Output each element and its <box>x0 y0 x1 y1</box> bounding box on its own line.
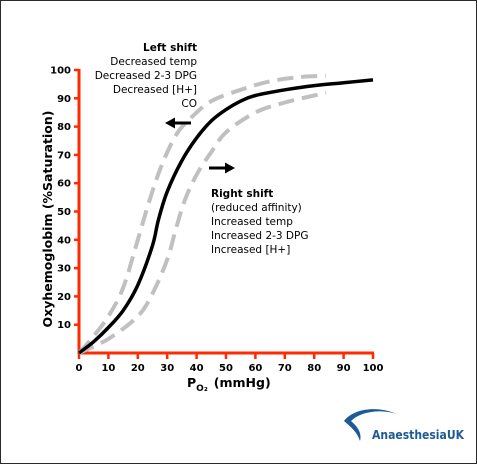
normal-curve <box>77 78 374 355</box>
shifted-curve-1 <box>77 73 327 355</box>
y-tick-label: 40 <box>57 235 71 246</box>
right-shift-title: Right shift <box>211 188 273 200</box>
y-tick-labels: 10 20 30 40 50 60 70 80 90 100 <box>50 66 71 332</box>
y-tick-label: 90 <box>57 94 71 105</box>
left-shift-annotation: Left shift Decreased temp Decreased 2-3 … <box>95 42 198 110</box>
right-arrow-icon <box>209 162 235 174</box>
logo-text-main: Anaesthesia <box>372 427 447 442</box>
y-tick-label: 10 <box>57 320 71 331</box>
y-tick-label: 30 <box>57 264 71 275</box>
curves <box>77 73 374 355</box>
y-tick-label: 20 <box>57 292 71 303</box>
x-axis-label-main: P <box>187 375 196 390</box>
x-tick-label: 10 <box>101 363 115 374</box>
left-shift-title: Left shift <box>143 42 197 54</box>
x-tick-label: 90 <box>337 363 351 374</box>
x-tick-label: 0 <box>76 363 83 374</box>
x-tick-label: 70 <box>278 363 292 374</box>
left-shift-line-2: Decreased 2-3 DPG <box>95 70 197 82</box>
x-tick-labels: 0 10 20 30 40 50 60 70 80 90 100 <box>76 363 384 374</box>
right-shift-line-2: Increased temp <box>211 216 293 228</box>
anaesthesiauk-logo: AnaesthesiaUK <box>344 409 465 442</box>
logo-swoosh-icon <box>344 409 397 441</box>
x-axis-label: PO₂ (mmHg) <box>187 375 271 394</box>
y-tick-label: 60 <box>57 179 71 190</box>
y-tick-label: 70 <box>57 150 71 161</box>
x-axis-label-unit: (mmHg) <box>214 375 271 390</box>
axes <box>74 68 375 359</box>
x-tick-label: 60 <box>248 363 262 374</box>
right-shift-line-3: Increased 2-3 DPG <box>211 230 308 242</box>
x-tick-label: 50 <box>219 363 233 374</box>
logo-text-uk: UK <box>447 427 465 442</box>
y-tick-label: 100 <box>50 66 71 77</box>
y-tick-label: 50 <box>57 207 71 218</box>
logo-text: AnaesthesiaUK <box>372 427 465 442</box>
y-tick-label: 80 <box>57 122 71 133</box>
left-shift-line-1: Decreased temp <box>110 56 197 68</box>
right-shift-line-4: Increased [H+] <box>211 244 290 256</box>
x-tick-label: 30 <box>160 363 174 374</box>
left-arrow-icon <box>165 117 191 129</box>
x-axis-label-sub: O₂ <box>196 384 208 394</box>
x-tick-label: 100 <box>363 363 384 374</box>
left-shift-line-4: CO <box>181 98 197 110</box>
left-shift-line-3: Decreased [H+] <box>113 84 197 96</box>
x-tick-label: 40 <box>190 363 204 374</box>
x-tick-label: 80 <box>307 363 321 374</box>
x-tick-label: 20 <box>131 363 145 374</box>
y-axis-label: Oxyhemoglobim (%Saturation) <box>40 111 55 328</box>
shifted-curve-2 <box>78 90 327 355</box>
right-shift-annotation: Right shift (reduced affinity) Increased… <box>211 188 308 256</box>
right-shift-line-1: (reduced affinity) <box>211 202 302 214</box>
